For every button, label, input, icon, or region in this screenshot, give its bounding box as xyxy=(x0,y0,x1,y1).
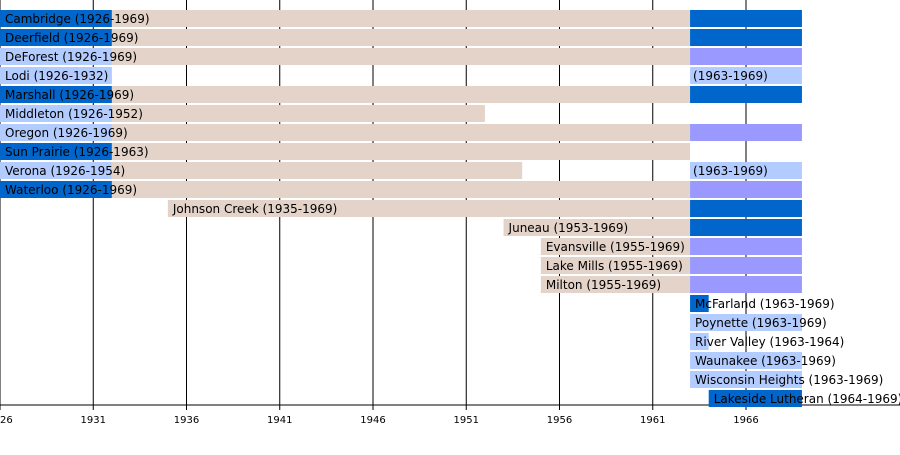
x-tick-label: 1936 xyxy=(174,415,199,426)
x-tick-label: 1931 xyxy=(81,415,106,426)
segment xyxy=(690,314,802,331)
segment xyxy=(540,257,691,274)
segment xyxy=(111,105,485,122)
segment xyxy=(0,67,112,84)
segment xyxy=(0,124,112,141)
segment xyxy=(111,29,691,46)
segment xyxy=(690,10,802,27)
row-label: Johnson Creek (1935-1969) xyxy=(172,202,337,216)
row-label: Evansville (1955-1969) xyxy=(546,240,685,254)
segment xyxy=(0,105,112,122)
x-tick-label: 1946 xyxy=(360,415,385,426)
segment xyxy=(690,124,802,141)
segment xyxy=(111,124,691,141)
x-tick-label: 1956 xyxy=(547,415,572,426)
row-label: Oregon (1926-1969) xyxy=(5,126,128,140)
segment xyxy=(111,10,691,27)
row-label: Sun Prairie (1926-1963) xyxy=(5,145,149,159)
row-label: Juneau (1953-1969) xyxy=(508,221,629,235)
segment xyxy=(690,200,802,217)
row-label: Waunakee (1963-1969) xyxy=(695,354,836,368)
segment xyxy=(708,390,802,407)
row-label: Poynette (1963-1969) xyxy=(695,316,827,330)
segment xyxy=(167,200,691,217)
labels: Cambridge (1926-1969) Deerfield (1926-196… xyxy=(5,12,900,406)
row-label: Lodi (1926-1932) xyxy=(5,69,108,83)
segment xyxy=(111,86,691,103)
segment xyxy=(690,219,802,236)
segment xyxy=(0,48,112,65)
segment xyxy=(0,29,112,46)
bars xyxy=(0,10,802,407)
segment xyxy=(690,371,802,388)
segment xyxy=(503,219,691,236)
segment xyxy=(540,238,691,255)
row-label: DeForest (1926-1969) xyxy=(5,50,137,64)
segment xyxy=(111,48,691,65)
segment xyxy=(0,86,112,103)
row-label: Deerfield (1926-1969) xyxy=(5,31,138,45)
row-label: Lakeside Lutheran (1964-1969) xyxy=(714,392,900,406)
row-label: Verona (1926-1954) xyxy=(5,164,125,178)
segment xyxy=(111,143,691,160)
row-label: Milton (1955-1969) xyxy=(546,278,661,292)
segment xyxy=(690,162,802,179)
segment xyxy=(0,181,112,198)
row-label: Waterloo (1926-1969) xyxy=(5,183,137,197)
x-tick-label: 1966 xyxy=(733,415,758,426)
segment xyxy=(111,181,691,198)
segment xyxy=(690,48,802,65)
segment xyxy=(690,257,802,274)
segment xyxy=(690,295,709,312)
segment xyxy=(111,162,523,179)
row-note: (1963-1969) xyxy=(693,69,768,83)
row-label: Cambridge (1926-1969) xyxy=(5,12,150,26)
segment xyxy=(690,333,709,350)
row-label: Wisconsin Heights (1963-1969) xyxy=(695,373,883,387)
segment xyxy=(690,29,802,46)
segment xyxy=(690,352,802,369)
segment xyxy=(690,238,802,255)
segment xyxy=(690,67,802,84)
segment xyxy=(0,143,112,160)
row-label: Marshall (1926-1969) xyxy=(5,88,134,102)
row-label: McFarland (1963-1969) xyxy=(695,297,835,311)
segment xyxy=(690,276,802,293)
x-tick-label: 1951 xyxy=(454,415,479,426)
segment xyxy=(0,10,112,27)
row-label: Lake Mills (1955-1969) xyxy=(546,259,683,273)
row-label: Middleton (1926-1952) xyxy=(5,107,143,121)
segment xyxy=(540,276,691,293)
x-tick-label: 1961 xyxy=(640,415,665,426)
segment xyxy=(0,162,112,179)
segment xyxy=(690,181,802,198)
segment xyxy=(690,86,802,103)
x-tick-label: 1941 xyxy=(267,415,292,426)
row-note: (1963-1969) xyxy=(693,164,768,178)
row-label: River Valley (1963-1964) xyxy=(695,335,844,349)
x-tick-label: 1926 xyxy=(0,415,13,426)
